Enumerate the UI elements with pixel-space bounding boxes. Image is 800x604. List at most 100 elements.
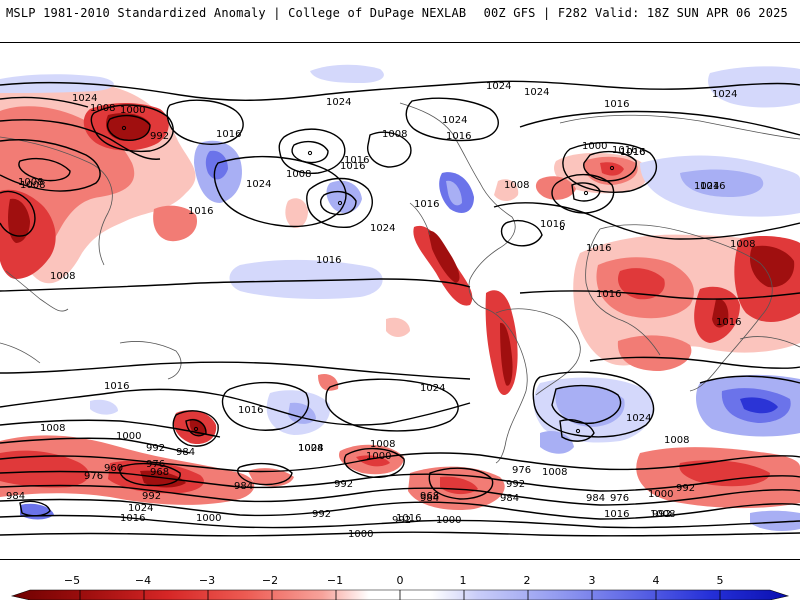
pressure-centers	[121, 125, 615, 434]
isobar-label: 1024	[524, 87, 549, 98]
isobar-label: 1016	[188, 206, 213, 217]
isobar-label: 1008	[382, 129, 407, 140]
colorbar-tick: 4	[653, 574, 660, 587]
isobar-label: 1008	[370, 439, 395, 450]
colorbar-tick: −5	[64, 574, 80, 587]
isobar-label: 984	[234, 481, 253, 492]
isobar-label: 1016	[216, 129, 241, 140]
colorbar-tick: 5	[717, 574, 724, 587]
colorbar-tick: −4	[135, 574, 151, 587]
isobar-label: 1008	[542, 467, 567, 478]
isobar-label: 984	[500, 493, 519, 504]
isobar-label: 984	[420, 493, 439, 504]
isobar-label: 1024	[128, 503, 153, 514]
colorbar-tick: −3	[199, 574, 215, 587]
isobar-label: 1016	[120, 513, 145, 524]
isobar-label: 1016	[586, 243, 611, 254]
model-valid-time: 00Z GFS | F282 Valid: 18Z SUN APR 06 202…	[483, 6, 788, 20]
colorbar-tick: −2	[262, 574, 278, 587]
colorbar-ticks	[79, 590, 721, 600]
isobar-label: 1008	[664, 435, 689, 446]
isobar-label: 1016	[620, 147, 645, 158]
colorbar-tick: 0	[397, 574, 404, 587]
negative-anomaly-shading	[0, 79, 800, 511]
isobar-label: 1024	[486, 81, 511, 92]
isobar-label: 1024	[246, 179, 271, 190]
isobar-label: 992	[142, 491, 161, 502]
isobar-label: 1016	[396, 513, 421, 524]
colorbar-tick: −1	[327, 574, 343, 587]
isobar-label: 1008	[20, 180, 45, 191]
isobar-label: 1000	[366, 451, 391, 462]
isobar-label: 1000	[436, 515, 461, 526]
isobar-label: 976	[84, 471, 103, 482]
isobar-label: 1016	[414, 199, 439, 210]
isobar-label: 1016	[612, 145, 637, 156]
isobar-label: 1008	[40, 423, 65, 434]
isobar-label: 1000	[196, 513, 221, 524]
isobar-label: 992	[506, 479, 525, 490]
isobar-label: 1016	[620, 147, 645, 158]
isobar-label: 960	[104, 463, 123, 474]
isobar-label: 1008	[286, 169, 311, 180]
isobar-label: 1024	[694, 181, 719, 192]
isobar-label: 1000	[648, 489, 673, 500]
positive-anomaly-shading	[0, 64, 800, 531]
isobar-label: 1000	[120, 105, 145, 116]
anomaly-map: 1024 1008 1000 992 1016 1024 1008 1016 1…	[0, 42, 800, 560]
isobar-label: 976	[512, 465, 531, 476]
isobar-label: 1016	[540, 219, 565, 230]
map-title: MSLP 1981-2010 Standardized Anomaly | Co…	[6, 6, 467, 20]
isobar-label: 1016	[316, 255, 341, 266]
colorbar-tick-labels: −5 −4 −3 −2 −1 0 1 2 3 4 5	[64, 574, 724, 587]
isobar-label: 984	[6, 491, 25, 502]
isobar-label: 1008	[730, 239, 755, 250]
isobar-label: 1016	[238, 405, 263, 416]
isobar-label: 1016	[340, 161, 365, 172]
isobar-label: 1024	[420, 383, 445, 394]
isobar-label: 968	[420, 491, 439, 502]
colorbar-tick: 2	[524, 574, 531, 587]
isobar-label: 976	[146, 459, 165, 470]
isobar-label: 1016	[104, 381, 129, 392]
isobar-label: 1008	[50, 271, 75, 282]
isobar-label: 992	[334, 479, 353, 490]
isobar-label: 1016	[604, 509, 629, 520]
isobar-label: 1008	[298, 443, 323, 454]
isobar-labels: 1024 1008 1000 992 1016 1024 1008 1016 1…	[6, 81, 755, 540]
isobar-label: 1024	[712, 89, 737, 100]
isobars	[0, 80, 800, 537]
isobar-label: 1024	[626, 413, 651, 424]
isobar-label: 1000	[348, 529, 373, 540]
isobar-label: 1024	[326, 97, 351, 108]
isobar-label: 1000	[582, 141, 607, 152]
isobar-label: 1016	[596, 289, 621, 300]
isobar-label: 1008	[650, 509, 675, 520]
isobar-label: 1024	[298, 443, 323, 454]
isobar-label: 992	[652, 509, 671, 520]
isobar-label: 992	[146, 443, 165, 454]
isobar-label: 984	[176, 447, 195, 458]
isobar-label: 992	[392, 515, 411, 526]
isobar-label: 1008	[90, 103, 115, 114]
isobar-label: 1016	[344, 155, 369, 166]
map-canvas: 1024 1008 1000 992 1016 1024 1008 1016 1…	[0, 64, 800, 540]
colorbar-tick: 1	[460, 574, 467, 587]
isobar-label: 976	[610, 493, 629, 504]
isobar-label: 1008	[18, 177, 43, 188]
isobar-label: 968	[150, 467, 169, 478]
anomaly-colorbar: −5 −4 −3 −2 −1 0 1 2 3 4 5	[0, 558, 800, 601]
isobar-label: 1024	[72, 93, 97, 104]
isobar-label: 992	[676, 483, 695, 494]
isobar-label: 992	[312, 509, 331, 520]
colorbar-tick: 3	[589, 574, 596, 587]
isobar-label: 1008	[504, 180, 529, 191]
isobar-label: 1000	[116, 431, 141, 442]
isobar-label: 1024	[370, 223, 395, 234]
isobar-label: 1016	[716, 317, 741, 328]
isobar-label: 984	[586, 493, 605, 504]
isobar-label: 1016	[700, 181, 725, 192]
isobar-label: 1016	[446, 131, 471, 142]
isobar-label: 992	[150, 131, 169, 142]
isobar-label: 1024	[442, 115, 467, 126]
